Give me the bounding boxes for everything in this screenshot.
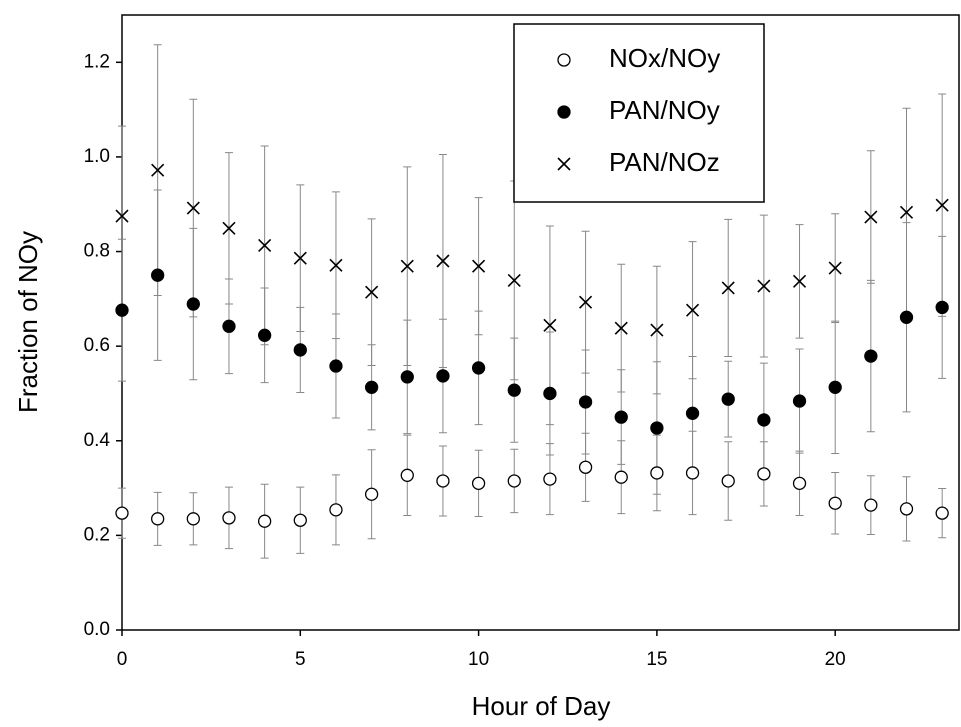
data-point bbox=[151, 268, 165, 282]
data-point bbox=[329, 359, 343, 373]
data-point bbox=[757, 413, 771, 427]
x-tick-label: 5 bbox=[295, 649, 306, 670]
data-point bbox=[650, 421, 664, 435]
data-point bbox=[685, 303, 700, 317]
y-tick-label: 1.0 bbox=[84, 146, 110, 167]
data-point bbox=[792, 476, 807, 490]
data-point bbox=[935, 506, 949, 520]
data-point bbox=[899, 310, 914, 324]
data-point bbox=[436, 254, 450, 268]
data-point bbox=[472, 259, 486, 273]
data-point bbox=[293, 251, 307, 265]
data-point bbox=[186, 297, 200, 311]
legend-label: NOx/NOy bbox=[609, 43, 720, 73]
data-point bbox=[864, 498, 878, 512]
legend-box bbox=[513, 23, 765, 203]
data-point bbox=[257, 328, 272, 342]
data-point bbox=[543, 318, 557, 332]
data-point bbox=[329, 503, 343, 517]
data-point bbox=[293, 343, 307, 357]
data-point bbox=[364, 487, 379, 501]
data-point bbox=[935, 300, 949, 315]
legend-marker bbox=[557, 157, 571, 171]
data-point bbox=[792, 394, 807, 408]
data-point bbox=[899, 205, 914, 219]
data-point bbox=[579, 295, 593, 309]
data-point bbox=[115, 209, 129, 223]
legend-label: PAN/NOz bbox=[609, 147, 720, 177]
data-point bbox=[400, 259, 414, 273]
data-point bbox=[543, 386, 557, 401]
data-point bbox=[471, 476, 486, 490]
x-axis-label: Hour of Day bbox=[472, 691, 611, 721]
data-point bbox=[685, 466, 700, 480]
data-point bbox=[578, 395, 593, 409]
data-point bbox=[757, 467, 771, 481]
data-point bbox=[578, 460, 593, 474]
data-point bbox=[293, 513, 307, 527]
data-point bbox=[400, 370, 414, 384]
data-point bbox=[899, 502, 914, 516]
y-axis-label: Fraction of NOy bbox=[13, 231, 43, 413]
data-point bbox=[222, 221, 236, 235]
data-point bbox=[792, 274, 807, 288]
data-point bbox=[721, 474, 735, 488]
legend-label: PAN/NOy bbox=[609, 95, 720, 125]
data-point bbox=[828, 496, 842, 510]
data-point bbox=[364, 380, 379, 394]
data-point bbox=[685, 406, 700, 420]
data-point bbox=[650, 323, 664, 337]
x-tick-label: 10 bbox=[468, 649, 489, 670]
data-point bbox=[258, 238, 272, 252]
data-point bbox=[507, 383, 521, 397]
data-point bbox=[436, 474, 450, 488]
legend-marker bbox=[557, 105, 571, 119]
data-point bbox=[507, 474, 521, 488]
data-point bbox=[151, 512, 165, 526]
data-point bbox=[151, 163, 165, 177]
data-point bbox=[471, 361, 486, 375]
y-tick-label: 1.2 bbox=[84, 51, 110, 72]
data-point bbox=[614, 321, 628, 335]
data-point bbox=[721, 281, 735, 295]
x-tick-label: 0 bbox=[117, 649, 128, 670]
y-tick-label: 0.6 bbox=[84, 335, 110, 356]
data-point bbox=[186, 201, 200, 215]
data-point bbox=[436, 369, 450, 383]
y-tick-label: 0.8 bbox=[84, 241, 110, 262]
data-point bbox=[365, 285, 379, 299]
data-point bbox=[614, 470, 628, 484]
data-point bbox=[864, 349, 878, 363]
data-point bbox=[828, 261, 842, 275]
data-point bbox=[543, 472, 557, 486]
data-point bbox=[507, 273, 521, 287]
data-point bbox=[864, 210, 878, 224]
data-point bbox=[222, 511, 236, 525]
data-point bbox=[757, 279, 771, 293]
data-point bbox=[650, 466, 664, 480]
y-tick-label: 0.0 bbox=[84, 619, 110, 640]
data-point bbox=[721, 392, 735, 406]
x-tick-label: 15 bbox=[646, 649, 667, 670]
x-tick-label: 20 bbox=[825, 649, 846, 670]
data-point bbox=[828, 380, 842, 394]
y-tick-label: 0.4 bbox=[84, 430, 111, 451]
data-point bbox=[186, 512, 200, 526]
data-point bbox=[614, 410, 628, 424]
data-point bbox=[257, 514, 272, 528]
data-point bbox=[222, 319, 236, 333]
data-point bbox=[400, 468, 414, 482]
data-point bbox=[935, 198, 949, 212]
data-point bbox=[329, 258, 343, 272]
data-point bbox=[115, 303, 129, 317]
y-tick-label: 0.2 bbox=[84, 524, 110, 545]
data-point bbox=[115, 506, 129, 520]
legend-marker bbox=[557, 53, 571, 67]
